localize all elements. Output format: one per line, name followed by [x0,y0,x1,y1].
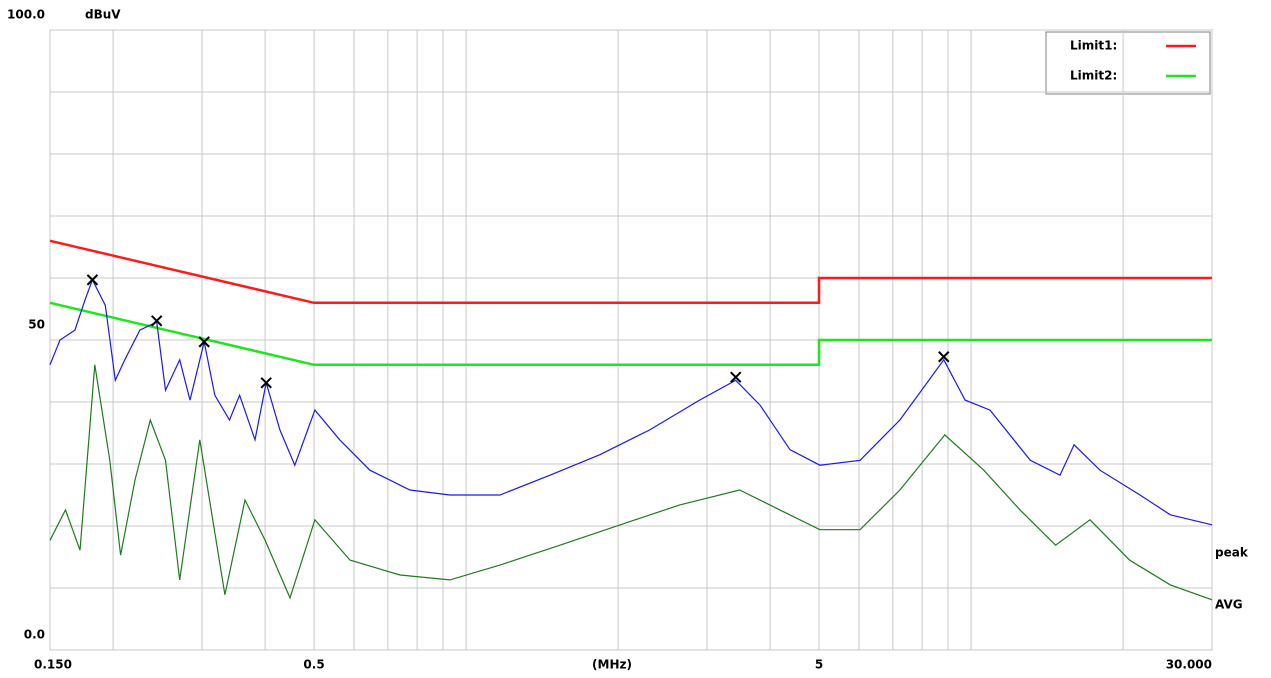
legend-label: Limit1: [1070,39,1117,53]
legend [1045,31,1211,95]
series-line [49,278,1213,526]
x-tick-label: 5 [815,658,823,672]
y-tick-label: 50 [28,318,45,332]
peak-marker [198,336,210,348]
series-line [49,364,1213,601]
peak-marker [86,274,99,286]
x-tick-label: 30.000 [1166,658,1212,672]
legend-label: Limit2: [1070,69,1117,83]
y-axis-label: dBuV [85,8,121,22]
x-tick-label: 0.5 [303,658,324,672]
y-tick-label: 100.0 [7,8,45,22]
peak-marker [260,377,272,389]
series-end-label: peak [1215,545,1249,559]
peak-marker [730,371,742,383]
x-axis-label: (MHz) [592,658,632,672]
x-tick-label: 0.150 [34,658,72,672]
peak-marker [150,315,163,327]
y-tick-label: 0.0 [24,628,45,642]
series-end-label: AVG [1215,597,1243,611]
peak-marker [938,351,950,363]
series-line [49,239,1212,305]
series-line [49,301,1212,367]
